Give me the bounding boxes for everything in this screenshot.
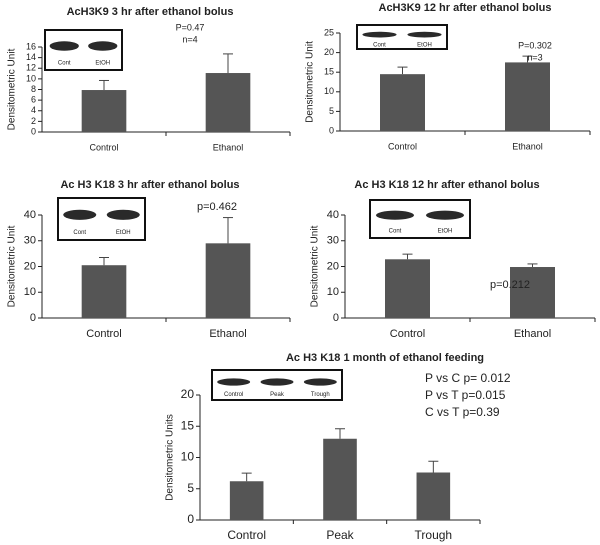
annotation: P vs T p=0.015 <box>425 388 506 402</box>
bar <box>81 265 127 318</box>
y-tick-label: 2 <box>31 116 36 126</box>
x-tick-label: Ethanol <box>512 141 543 151</box>
bar <box>81 90 127 132</box>
x-tick-label: Ethanol <box>209 328 246 340</box>
blot-band <box>88 41 118 51</box>
y-axis-label: Densitometric Unit <box>7 48 18 130</box>
y-tick-label: 14 <box>26 52 36 62</box>
blot-label: Trough <box>311 392 330 398</box>
y-tick-label: 15 <box>181 418 195 432</box>
blot-band <box>106 209 140 220</box>
x-tick-label: Trough <box>415 528 453 542</box>
bar <box>416 472 451 520</box>
y-tick-label: 0 <box>31 126 36 136</box>
x-tick-label: Ethanol <box>514 328 551 340</box>
y-tick-label: 6 <box>31 95 36 105</box>
y-tick-label: 8 <box>31 84 36 94</box>
y-tick-label: 0 <box>30 312 36 324</box>
y-tick-label: 5 <box>329 106 334 116</box>
y-tick-label: 4 <box>31 105 36 115</box>
x-tick-label: Control <box>390 328 425 340</box>
y-tick-label: 25 <box>324 27 334 37</box>
chart-title: Ac H3 K18 12 hr after ethanol bolus <box>354 179 539 191</box>
y-axis-label: Densitometric Unit <box>7 225 18 307</box>
bar <box>385 259 430 318</box>
y-tick-label: 20 <box>324 47 334 57</box>
y-tick-label: 15 <box>324 67 334 77</box>
annotation: n=3 <box>527 52 542 62</box>
annotation: C vs T p=0.39 <box>425 405 500 419</box>
y-tick-label: 0 <box>329 125 334 135</box>
blot-label: EtOH <box>417 42 432 48</box>
chart-title: Ac H3 K18 3 hr after ethanol bolus <box>60 179 239 191</box>
y-tick-label: 12 <box>26 63 36 73</box>
y-tick-label: 0 <box>333 312 339 324</box>
blot-band <box>217 378 251 386</box>
blot-label: Cont <box>389 229 402 235</box>
annotation: p=0.462 <box>197 201 237 213</box>
blot-label: Cont <box>73 230 86 236</box>
x-tick-label: Ethanol <box>213 142 244 152</box>
bar <box>205 73 251 132</box>
y-tick-label: 5 <box>187 481 194 495</box>
blot-band <box>362 31 397 38</box>
blot-band <box>63 209 97 220</box>
blot-label: Cont <box>373 42 386 48</box>
x-tick-label: Control <box>89 142 118 152</box>
blot-band <box>303 378 337 386</box>
x-tick-label: Control <box>388 141 417 151</box>
bar <box>505 62 550 131</box>
y-tick-label: 30 <box>24 235 36 247</box>
y-axis-label: Densitometric Units <box>165 414 176 501</box>
chart-title: AcH3K9 12 hr after ethanol bolus <box>379 2 552 14</box>
y-tick-label: 20 <box>181 387 195 401</box>
blot-band <box>426 210 464 220</box>
blot-label: EtOH <box>95 60 110 66</box>
blot-band <box>376 210 414 220</box>
annotation: n=4 <box>182 34 197 44</box>
blot-band <box>260 378 294 386</box>
y-tick-label: 30 <box>327 235 339 247</box>
y-tick-label: 40 <box>24 209 36 221</box>
bar <box>205 243 251 318</box>
y-tick-label: 20 <box>327 260 339 272</box>
y-tick-label: 10 <box>181 450 195 464</box>
y-axis-label: Densitometric Unit <box>305 41 316 123</box>
annotation: P=0.47 <box>176 22 205 32</box>
bar <box>510 267 555 318</box>
blot-label: Peak <box>270 392 285 398</box>
y-tick-label: 0 <box>187 512 194 526</box>
annotation: P=0.302 <box>518 40 552 50</box>
x-tick-label: Control <box>227 528 266 542</box>
y-tick-label: 10 <box>324 86 334 96</box>
x-tick-label: Control <box>86 328 121 340</box>
chart-title: Ac H3 K18 1 month of ethanol feeding <box>286 352 484 364</box>
bar <box>323 438 357 520</box>
blot-label: Cont <box>58 60 71 66</box>
blot-label: Control <box>224 392 243 398</box>
y-tick-label: 20 <box>24 260 36 272</box>
y-tick-label: 10 <box>327 286 339 298</box>
y-tick-label: 16 <box>26 41 36 51</box>
x-tick-label: Peak <box>326 528 354 542</box>
y-axis-label: Densitometric Unit <box>310 225 321 307</box>
blot-band <box>407 31 442 38</box>
bar <box>380 74 425 131</box>
blot-label: EtOH <box>116 230 131 236</box>
y-tick-label: 10 <box>24 286 36 298</box>
y-tick-label: 10 <box>26 73 36 83</box>
annotation: p=0.212 <box>490 279 530 291</box>
y-tick-label: 40 <box>327 209 339 221</box>
bar <box>229 481 264 520</box>
chart-title: AcH3K9 3 hr after ethanol bolus <box>67 6 234 18</box>
annotation: P vs C p= 0.012 <box>425 371 511 385</box>
blot-label: EtOH <box>438 229 453 235</box>
blot-band <box>49 41 79 51</box>
